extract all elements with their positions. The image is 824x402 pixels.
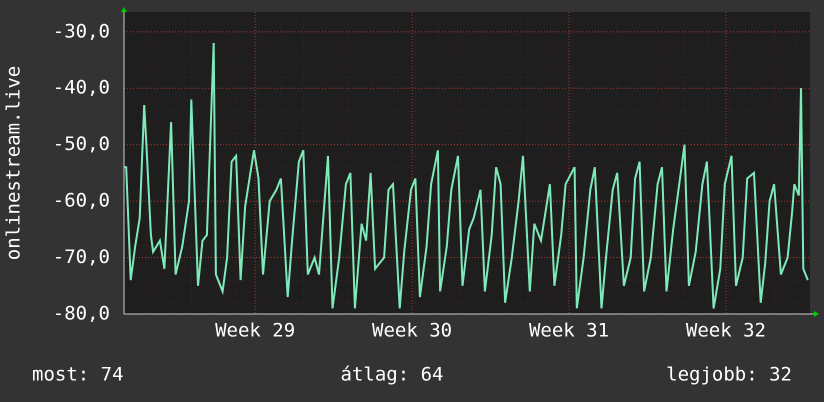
plot bbox=[124, 42, 809, 309]
y-tick-label: -50,0 bbox=[53, 133, 110, 155]
footer-stat: átlag: 64 bbox=[341, 364, 444, 386]
footer-stat: legjobb: 32 bbox=[666, 364, 792, 386]
axis-arrow bbox=[121, 7, 127, 12]
y-tick-label: -80,0 bbox=[53, 303, 110, 325]
axis-arrow bbox=[814, 311, 819, 317]
y-tick-label: -60,0 bbox=[53, 190, 110, 212]
footer-stat: most: 74 bbox=[32, 364, 124, 386]
x-tick-label: Week 32 bbox=[686, 320, 766, 342]
y-axis-label: onlinestream.live bbox=[3, 66, 25, 260]
x-tick-label: Week 31 bbox=[529, 320, 609, 342]
data-line bbox=[124, 42, 809, 309]
y-tick-label: -70,0 bbox=[53, 246, 110, 268]
y-tick-label: -40,0 bbox=[53, 77, 110, 99]
x-tick-label: Week 30 bbox=[372, 320, 452, 342]
y-tick-label: -30,0 bbox=[53, 20, 110, 42]
x-tick-label: Week 29 bbox=[215, 320, 295, 342]
minor-grid bbox=[124, 12, 810, 314]
